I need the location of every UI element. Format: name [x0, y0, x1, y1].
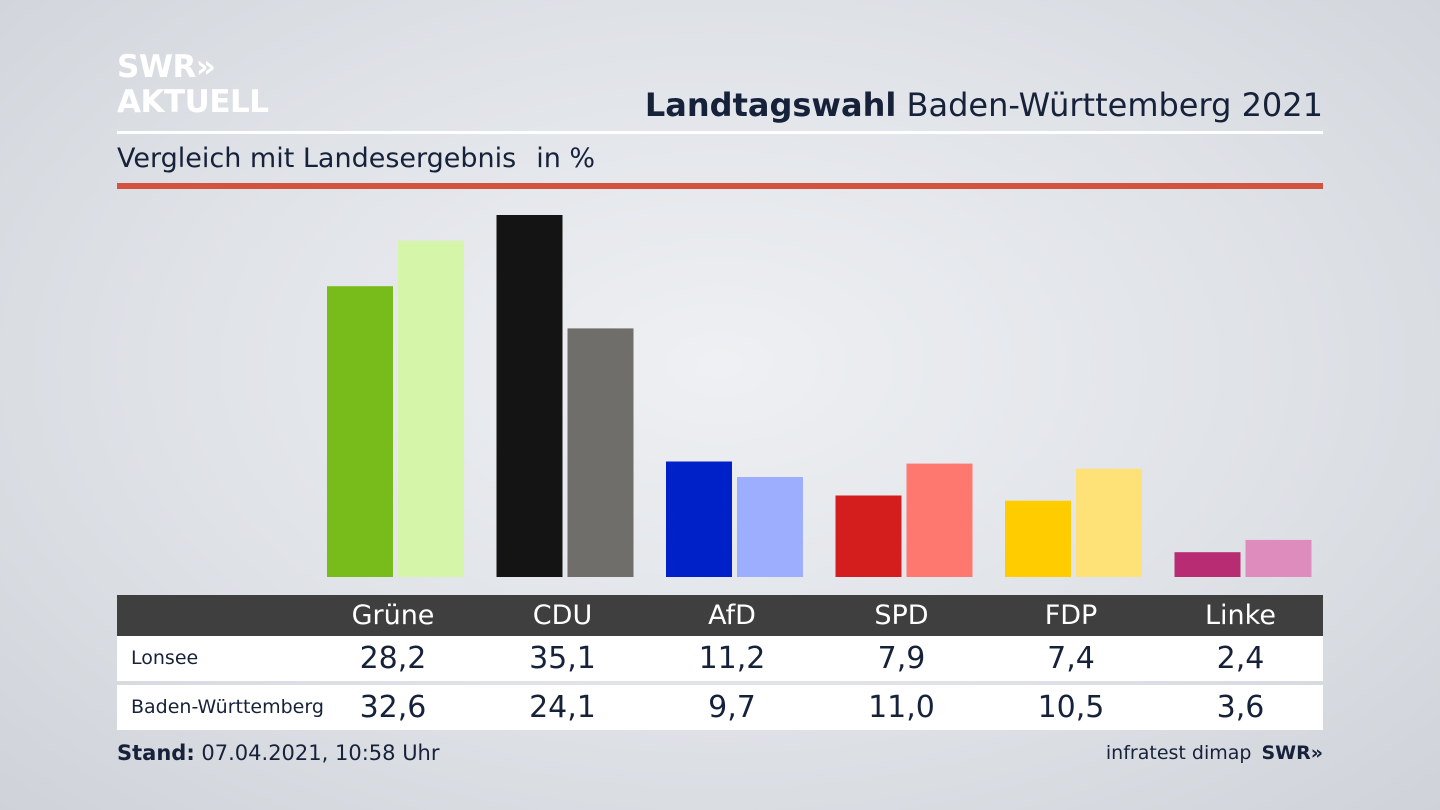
value-fdp-baden-wuerttemberg: 10,5: [1037, 690, 1105, 725]
swr-brand: SWR»: [1261, 742, 1323, 764]
accent-rule: [117, 183, 1323, 189]
value-gruene-baden-wuerttemberg: 32,6: [359, 690, 427, 725]
bar-fdp-baden-wuerttemberg: [1076, 468, 1142, 577]
bar-spd-baden-wuerttemberg: [906, 463, 973, 577]
value-fdp-lonsee: 7,4: [1047, 641, 1095, 676]
bar-cdu-baden-wuerttemberg: [567, 328, 634, 577]
title-rest: Baden-Württemberg 2021: [906, 86, 1324, 124]
stand-label: Stand:: [117, 741, 195, 765]
title-bold: Landtagswahl: [644, 86, 897, 124]
value-cdu-baden-wuerttemberg: 24,1: [529, 690, 596, 725]
row-label-lonsee: Lonsee: [131, 647, 199, 669]
bar-linke-baden-wuerttemberg: [1245, 539, 1312, 577]
column-header-gruene: Grüne: [351, 600, 435, 631]
stand-value: 07.04.2021, 10:58 Uhr: [201, 741, 440, 765]
value-afd-baden-wuerttemberg: 9,7: [708, 690, 756, 725]
source-credit: infratest dimap SWR»: [1106, 742, 1323, 764]
chart-subtitle: Vergleich mit Landesergebnis in %: [117, 143, 595, 174]
value-gruene-lonsee: 28,2: [359, 641, 427, 676]
column-header-afd: AfD: [708, 600, 756, 631]
table-row-lonsee: Lonsee 28,2 35,1 11,2 7,9 7,4 2,4: [117, 636, 1323, 681]
bar-gruene-baden-wuerttemberg: [398, 240, 464, 578]
bar-cdu-lonsee: [496, 215, 563, 577]
subtitle-text: Vergleich mit Landesergebnis: [117, 143, 517, 174]
page-title: Landtagswahl Baden-Württemberg 2021: [645, 86, 1323, 124]
bar-afd-lonsee: [666, 461, 732, 577]
bar-fdp-lonsee: [1005, 500, 1071, 577]
timestamp: Stand: 07.04.2021, 10:58 Uhr: [117, 741, 440, 765]
column-header-spd: SPD: [874, 600, 929, 631]
bar-spd-lonsee: [835, 495, 902, 577]
column-header-linke: Linke: [1205, 600, 1276, 631]
row-label-baden-wuerttemberg: Baden-Württemberg: [131, 696, 324, 718]
table-header: Grüne CDU AfD SPD FDP Linke: [117, 595, 1323, 636]
logo-line-2: AKTUELL: [117, 84, 269, 120]
unit-label: in %: [536, 143, 596, 174]
logo-line-1: SWR»: [117, 49, 216, 85]
results-table: Grüne CDU AfD SPD FDP Linke Lonsee 28,2 35,1 11…: [117, 595, 1323, 730]
title-divider: [117, 131, 1323, 134]
source-text: infratest dimap: [1105, 742, 1252, 764]
bar-gruene-lonsee: [327, 286, 393, 577]
bar-linke-lonsee: [1174, 552, 1241, 577]
swr-aktuell-logo: SWR» AKTUELL: [117, 52, 269, 118]
column-header-cdu: CDU: [532, 600, 593, 631]
value-linke-lonsee: 2,4: [1216, 641, 1265, 676]
value-afd-lonsee: 11,2: [698, 641, 766, 676]
value-linke-baden-wuerttemberg: 3,6: [1216, 690, 1265, 725]
value-spd-baden-wuerttemberg: 11,0: [868, 690, 935, 725]
bar-afd-baden-wuerttemberg: [737, 477, 803, 577]
table-row-baden-wuerttemberg: Baden-Württemberg 32,6 24,1 9,7 11,0 10,5 3,6: [117, 685, 1323, 730]
value-cdu-lonsee: 35,1: [529, 641, 596, 676]
column-header-fdp: FDP: [1044, 600, 1098, 631]
value-spd-lonsee: 7,9: [877, 641, 926, 676]
